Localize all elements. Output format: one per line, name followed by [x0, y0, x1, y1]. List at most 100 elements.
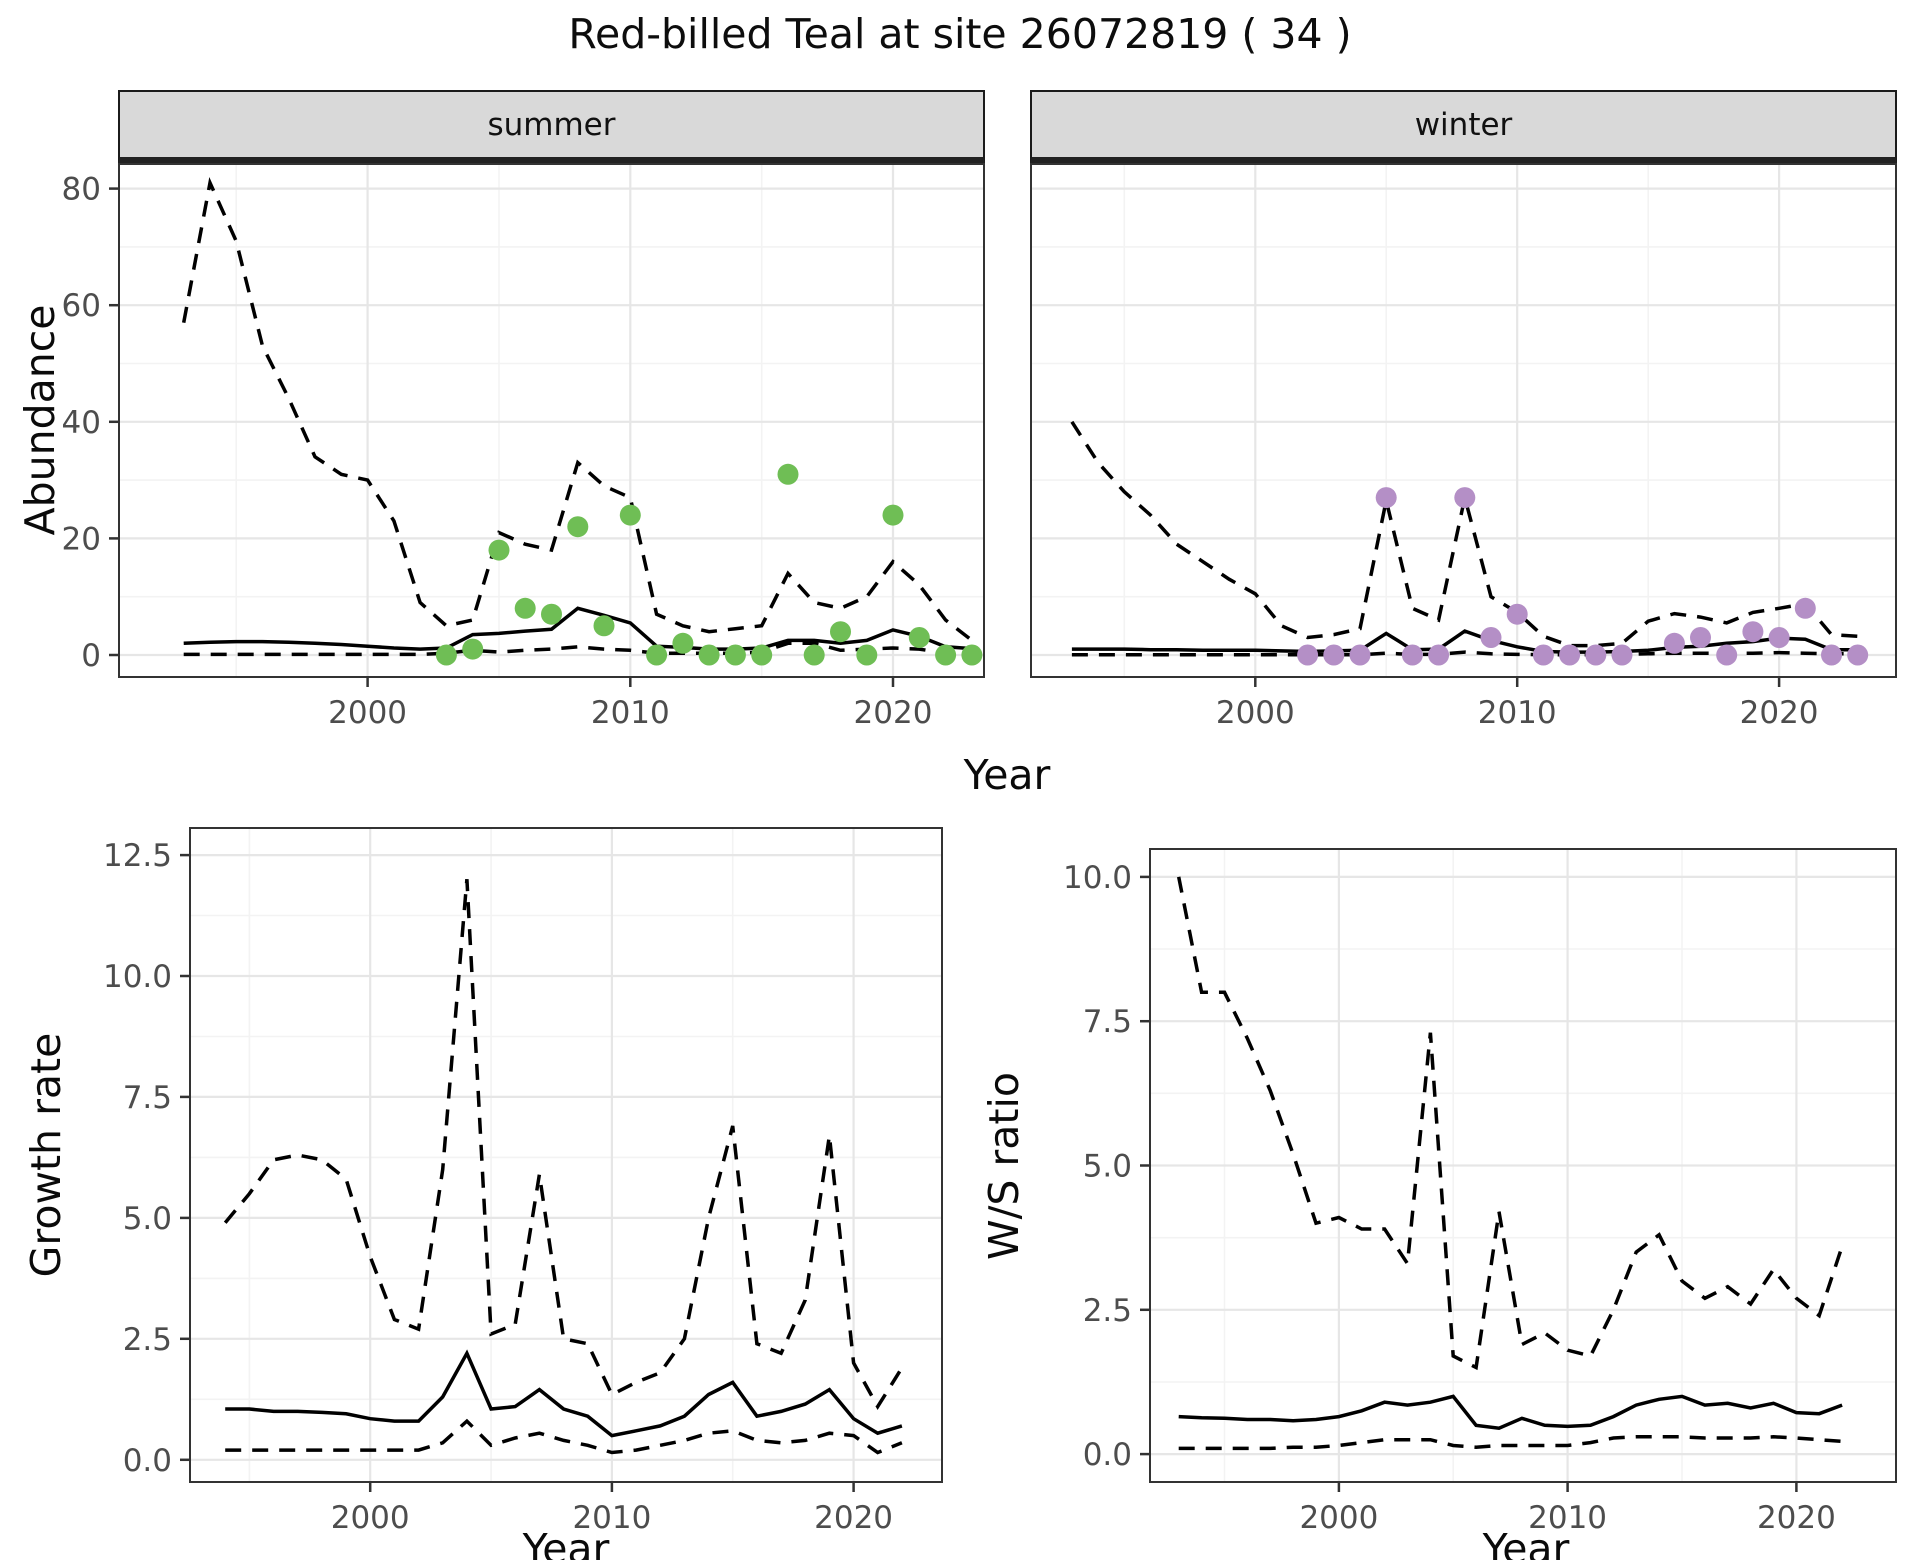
- chart-canvas-abundance_summer: 2000 2010 2020 0 20 40 60 80: [62, 163, 985, 731]
- observed-point: [803, 644, 825, 666]
- chart-canvas-growth_rate: 2000 2010 2020 0.0 2.5 5.0 7.5 10.0 12.5: [103, 827, 943, 1536]
- y-tick-label: 10.0: [1063, 860, 1132, 896]
- observed-point: [1297, 644, 1319, 666]
- observed-point: [908, 627, 930, 648]
- x-axis-title-year-bottom-right: Year: [1482, 1525, 1570, 1560]
- y-tick-label: 7.5: [123, 1080, 172, 1116]
- y-axis-title-ws-ratio: W/S ratio: [980, 1072, 1028, 1260]
- y-tick-label: 5.0: [1083, 1149, 1132, 1185]
- median-line: [1178, 1394, 1843, 1430]
- y-tick-label: 40: [62, 405, 101, 441]
- upper-95ci-line: [1070, 420, 1858, 648]
- figure-title: Red-billed Teal at site 26072819 ( 34 ): [568, 10, 1352, 58]
- x-tick-label: 2000: [328, 695, 407, 731]
- x-tick-label: 2010: [572, 1500, 651, 1536]
- observed-point: [1480, 627, 1502, 648]
- facet-strip-winter-label: winter: [1414, 106, 1513, 143]
- observed-point: [488, 539, 510, 561]
- observed-point: [514, 597, 536, 619]
- y-tick-label: 0.0: [123, 1443, 172, 1479]
- y-tick-label: 12.5: [103, 838, 172, 874]
- observed-point: [1611, 644, 1633, 666]
- panel-border: [189, 827, 943, 1483]
- observed-point: [830, 621, 851, 643]
- chart-canvas-ws_ratio: 2000 2010 2020 0.0 2.5 5.0 7.5 10.0: [1063, 848, 1897, 1536]
- x-tick-label: 2020: [1757, 1500, 1836, 1536]
- x-axis-title-year-bottom-left: Year: [522, 1525, 610, 1560]
- panel-border: [1030, 163, 1897, 678]
- panel-border: [118, 163, 985, 678]
- observed-point: [593, 615, 615, 637]
- observed-point: [462, 638, 484, 660]
- observed-point: [882, 504, 904, 526]
- observed-point: [1559, 644, 1581, 666]
- y-tick-label: 0.0: [1083, 1437, 1132, 1473]
- panel-growth-rate: 2000 2010 2020 0.0 2.5 5.0 7.5 10.0 12.5: [103, 827, 943, 1536]
- observed-point: [1794, 597, 1816, 619]
- panel-abundance-winter: 2000 2010 2020: [1030, 163, 1897, 731]
- x-tick-label: 2010: [1478, 695, 1557, 731]
- x-tick-label: 2020: [814, 1500, 893, 1536]
- y-tick-label: 2.5: [1083, 1293, 1132, 1329]
- upper-95ci-line: [181, 176, 973, 642]
- observed-point: [1454, 487, 1476, 509]
- y-tick-label: 7.5: [1083, 1004, 1132, 1040]
- lower-95ci-line: [225, 1418, 903, 1455]
- observed-point: [619, 504, 641, 526]
- y-tick-label: 80: [62, 172, 101, 208]
- x-axis-title-year-top: Year: [963, 751, 1051, 799]
- observed-point: [1585, 644, 1607, 666]
- observed-point: [1532, 644, 1554, 666]
- x-tick-label: 2000: [1216, 695, 1295, 731]
- observed-point: [935, 644, 957, 666]
- observed-point: [1847, 644, 1869, 666]
- observed-point: [1349, 644, 1371, 666]
- median-line: [183, 606, 973, 651]
- panel-abundance-summer: 2000 2010 2020 0 20 40 60 80: [62, 163, 985, 731]
- y-tick-label: 5.0: [123, 1201, 172, 1237]
- observed-point: [1768, 627, 1790, 648]
- observed-point: [856, 644, 878, 666]
- facet-strip-summer: summer: [118, 90, 985, 163]
- x-tick-label: 2000: [1299, 1500, 1378, 1536]
- observed-point: [1506, 603, 1528, 625]
- observed-point: [724, 644, 746, 666]
- observed-point: [672, 632, 694, 654]
- observed-point: [1690, 627, 1711, 648]
- upper-95ci-line: [223, 879, 904, 1411]
- observed-point: [1742, 621, 1764, 643]
- observed-point: [541, 603, 562, 625]
- observed-point: [646, 644, 668, 666]
- observed-point: [1821, 644, 1842, 666]
- facet-strip-winter: winter: [1030, 90, 1897, 163]
- observed-point: [1401, 644, 1423, 666]
- observed-point: [435, 644, 457, 666]
- x-tick-label: 2020: [1740, 695, 1819, 731]
- upper-95ci-line: [1176, 876, 1844, 1371]
- panel-ws-ratio: 2000 2010 2020 0.0 2.5 5.0 7.5 10.0: [1063, 848, 1897, 1536]
- x-tick-label: 2020: [854, 695, 933, 731]
- observed-point: [961, 644, 983, 666]
- facet-strip-summer-label: summer: [487, 106, 616, 143]
- y-tick-label: 2.5: [123, 1322, 172, 1358]
- x-tick-label: 2000: [331, 1500, 410, 1536]
- observed-point: [1663, 632, 1685, 654]
- observed-point: [777, 463, 799, 485]
- observed-point: [567, 516, 589, 538]
- observed-point: [1716, 644, 1738, 666]
- observed-point: [698, 644, 720, 666]
- observed-point: [1375, 487, 1397, 509]
- lower-95ci-line: [1178, 1435, 1843, 1451]
- y-tick-label: 20: [62, 521, 101, 557]
- observed-point: [1428, 644, 1450, 666]
- chart-canvas-abundance_winter: 2000 2010 2020: [1030, 163, 1897, 731]
- y-axis-title-growth-rate: Growth rate: [22, 1032, 70, 1278]
- observed-point: [751, 644, 773, 666]
- y-axis-title-abundance: Abundance: [16, 304, 64, 536]
- y-tick-label: 10.0: [103, 959, 172, 995]
- panel-border: [1149, 848, 1897, 1483]
- x-tick-label: 2010: [1528, 1500, 1607, 1536]
- lower-95ci-line: [183, 641, 972, 657]
- median-line: [225, 1349, 903, 1438]
- median-line: [1071, 629, 1858, 654]
